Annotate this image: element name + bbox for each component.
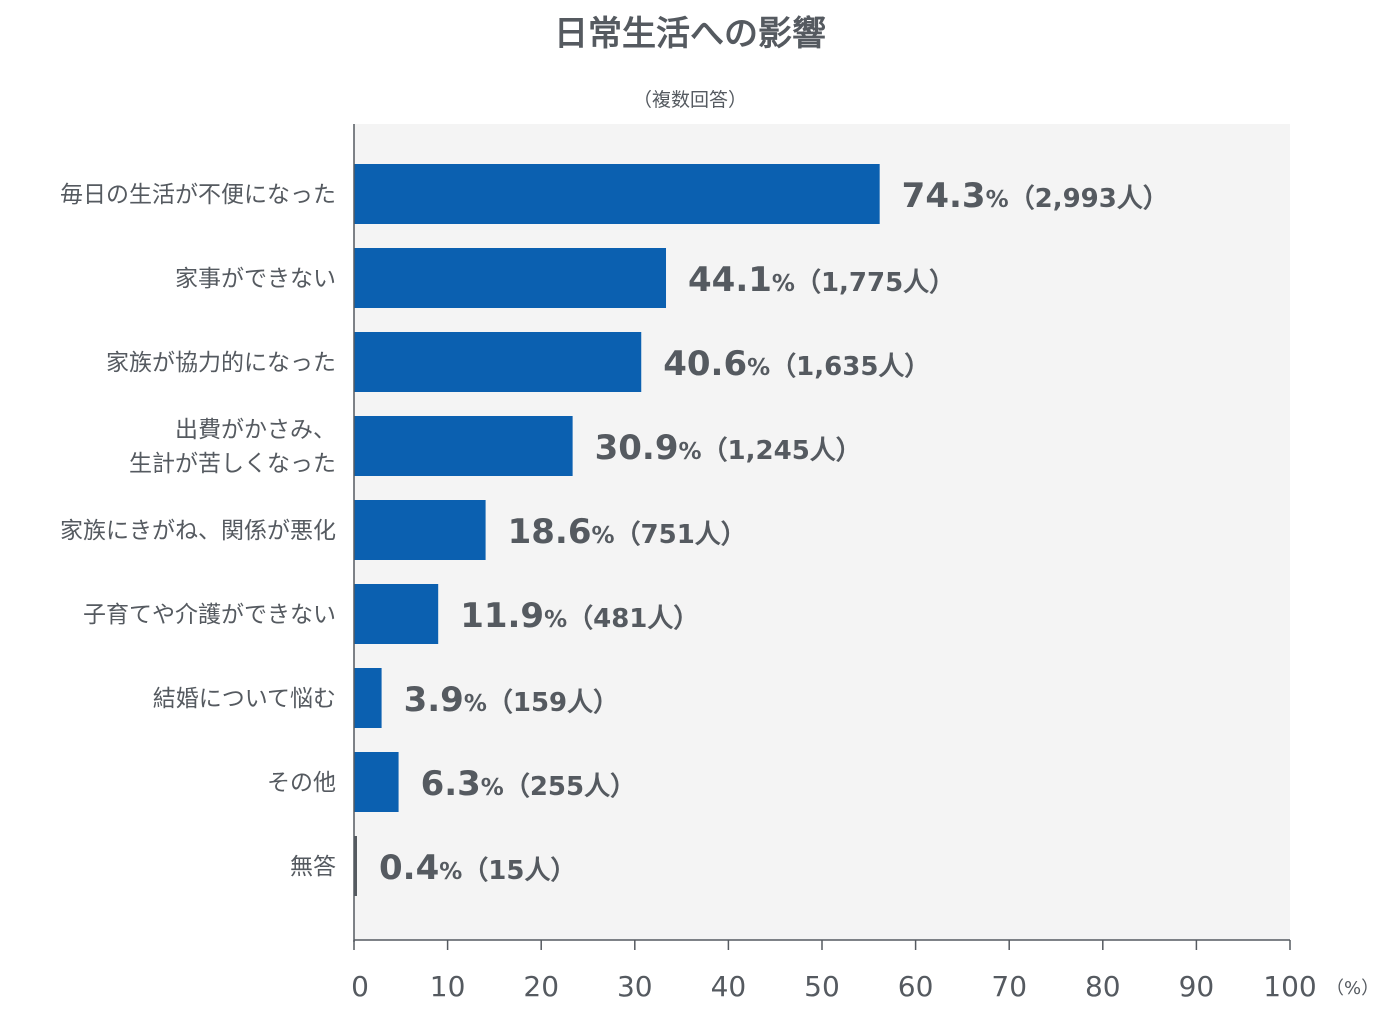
category-label-4: 家族にきがね、関係が悪化 — [60, 518, 336, 544]
x-tick-label-50: 50 — [804, 970, 840, 1003]
value-count-5: （481人） — [567, 604, 699, 634]
value-count-4: （751人） — [615, 520, 747, 550]
value-label-1: 44.1%（1,775人） — [688, 260, 955, 300]
value-count-1: （1,775人） — [795, 268, 955, 298]
x-tick-label-0: 0 — [351, 970, 369, 1003]
value-label-8: 0.4%（15人） — [379, 848, 576, 888]
value-percent-2: % — [747, 355, 770, 381]
category-label-8: 無答 — [290, 854, 336, 880]
category-label-6: 結婚について悩む — [153, 686, 336, 712]
value-number-3: 30.9 — [595, 428, 679, 468]
value-percent-6: % — [464, 691, 487, 717]
labels-group: 毎日の生活が不便になった 74.3%（2,993人）家事ができない 44.1%（1,… — [60, 176, 1169, 888]
value-percent-5: % — [544, 607, 567, 633]
value-label-6: 3.9%（159人） — [404, 680, 620, 720]
category-label-0: 毎日の生活が不便になった — [60, 182, 336, 208]
value-label-2: 40.6%（1,635人） — [663, 344, 930, 384]
category-label-1: 家事ができない — [175, 266, 336, 292]
value-percent-3: % — [679, 439, 702, 465]
chart-subtitle: （複数回答） — [633, 89, 747, 111]
x-tick-label-40: 40 — [711, 970, 747, 1003]
value-number-2: 40.6 — [663, 344, 747, 384]
value-number-7: 6.3 — [421, 764, 481, 804]
x-tick-label-10: 10 — [430, 970, 466, 1003]
bar-1 — [354, 248, 667, 308]
bars-group — [354, 164, 880, 896]
x-tick-label-80: 80 — [1085, 970, 1121, 1003]
bar-3 — [354, 416, 573, 476]
value-percent-1: % — [772, 271, 795, 297]
bar-5 — [354, 584, 439, 644]
category-label-5: 子育てや介護ができない — [83, 602, 336, 628]
x-axis: 0 10 20 30 40 50 60 70 80 90 100 （%） — [351, 124, 1379, 1003]
plot-area — [354, 124, 1290, 940]
bar-7 — [354, 752, 399, 812]
value-percent-7: % — [481, 775, 504, 801]
value-number-1: 44.1 — [688, 260, 772, 300]
x-tick-label-100: 100 — [1263, 970, 1316, 1003]
category-label-3-line-0: 出費がかさみ、 — [175, 417, 336, 443]
value-label-4: 18.6%（751人） — [508, 512, 747, 552]
category-label-3-line-1: 生計が苦しくなった — [129, 451, 336, 477]
value-count-3: （1,245人） — [702, 436, 862, 466]
value-number-0: 74.3 — [902, 176, 986, 216]
value-number-5: 11.9 — [460, 596, 544, 636]
value-number-8: 0.4 — [379, 848, 439, 888]
x-tick-label-30: 30 — [617, 970, 653, 1003]
value-count-6: （159人） — [487, 688, 619, 718]
value-number-6: 3.9 — [404, 680, 464, 720]
value-count-8: （15人） — [462, 856, 576, 886]
value-number-4: 18.6 — [508, 512, 592, 552]
x-tick-label-20: 20 — [523, 970, 559, 1003]
bar-4 — [354, 500, 486, 560]
value-count-7: （255人） — [504, 772, 636, 802]
value-label-0: 74.3%（2,993人） — [902, 176, 1169, 216]
x-tick-label-60: 60 — [898, 970, 934, 1003]
bar-8 — [354, 836, 357, 896]
bar-6 — [354, 668, 382, 728]
x-tick-label-90: 90 — [1179, 970, 1215, 1003]
bar-0 — [354, 164, 880, 224]
value-percent-0: % — [986, 187, 1009, 213]
value-label-3: 30.9%（1,245人） — [595, 428, 862, 468]
bar-2 — [354, 332, 642, 392]
x-tick-label-70: 70 — [991, 970, 1027, 1003]
value-count-2: （1,635人） — [770, 352, 930, 382]
value-percent-8: % — [439, 859, 462, 885]
value-count-0: （2,993人） — [1009, 184, 1169, 214]
category-label-7: その他 — [267, 770, 336, 796]
chart-title: 日常生活への影響 — [554, 14, 826, 54]
x-axis-unit: （%） — [1326, 978, 1379, 999]
category-label-2: 家族が協力的になった — [106, 350, 336, 376]
value-label-5: 11.9%（481人） — [460, 596, 699, 636]
value-percent-4: % — [591, 523, 614, 549]
value-label-7: 6.3%（255人） — [421, 764, 637, 804]
